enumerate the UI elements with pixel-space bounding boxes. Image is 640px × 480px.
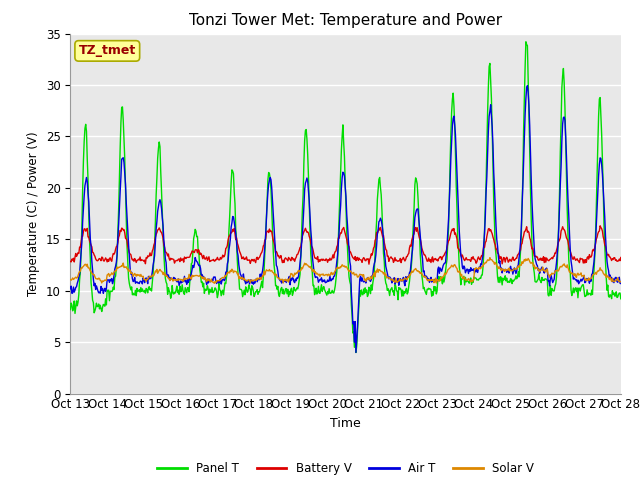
Y-axis label: Temperature (C) / Power (V): Temperature (C) / Power (V) bbox=[28, 132, 40, 296]
X-axis label: Time: Time bbox=[330, 417, 361, 430]
Text: TZ_tmet: TZ_tmet bbox=[79, 44, 136, 58]
Legend: Panel T, Battery V, Air T, Solar V: Panel T, Battery V, Air T, Solar V bbox=[152, 457, 539, 480]
Title: Tonzi Tower Met: Temperature and Power: Tonzi Tower Met: Temperature and Power bbox=[189, 13, 502, 28]
